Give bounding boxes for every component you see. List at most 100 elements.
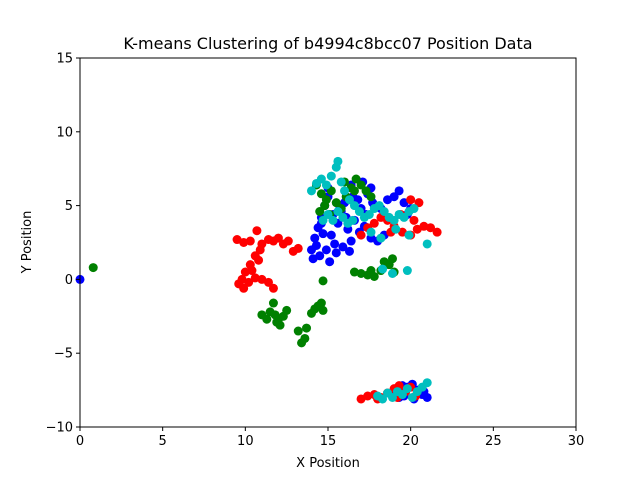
data-point bbox=[316, 298, 326, 308]
data-point bbox=[422, 378, 432, 388]
data-point bbox=[316, 174, 326, 184]
data-point bbox=[389, 215, 399, 225]
data-point bbox=[391, 224, 401, 234]
data-point bbox=[282, 305, 292, 315]
data-point bbox=[315, 207, 325, 216]
data-point bbox=[349, 201, 359, 211]
data-point bbox=[318, 215, 328, 225]
y-tick-label: −10 bbox=[46, 421, 73, 436]
series-3 bbox=[306, 156, 432, 404]
data-point bbox=[255, 245, 265, 255]
data-point bbox=[407, 392, 417, 402]
data-point bbox=[394, 186, 404, 196]
data-point bbox=[349, 186, 359, 196]
data-point bbox=[88, 263, 98, 273]
data-point bbox=[364, 209, 374, 219]
y-tick-label: 10 bbox=[56, 125, 73, 140]
data-point bbox=[252, 226, 262, 236]
y-axis-ticks: −10 −5 0 5 10 15 bbox=[46, 52, 80, 436]
x-tick-label: 25 bbox=[485, 434, 502, 449]
data-point bbox=[376, 233, 386, 243]
data-point bbox=[318, 276, 328, 286]
data-point bbox=[273, 233, 283, 243]
data-point bbox=[397, 390, 407, 400]
y-tick-label: 5 bbox=[65, 199, 73, 214]
data-point bbox=[338, 242, 348, 252]
data-point bbox=[366, 266, 376, 276]
data-point bbox=[331, 198, 341, 208]
data-point bbox=[315, 251, 325, 261]
data-point bbox=[344, 246, 354, 256]
data-point bbox=[349, 267, 359, 277]
data-point bbox=[262, 314, 272, 324]
data-point bbox=[254, 255, 264, 265]
x-axis-ticks: 0 5 10 15 20 25 30 bbox=[76, 427, 584, 449]
y-axis-label: Y Position bbox=[20, 211, 35, 275]
series-2 bbox=[88, 174, 399, 348]
data-point bbox=[354, 207, 364, 216]
data-point bbox=[326, 171, 336, 181]
data-point bbox=[356, 180, 366, 190]
data-point bbox=[247, 266, 257, 276]
data-point bbox=[406, 195, 416, 205]
data-point bbox=[348, 215, 358, 225]
data-point bbox=[366, 192, 376, 202]
data-point bbox=[366, 227, 376, 237]
data-point bbox=[351, 174, 361, 184]
data-point bbox=[268, 283, 278, 293]
data-point bbox=[318, 305, 328, 315]
y-tick-label: −5 bbox=[54, 347, 73, 362]
data-point bbox=[399, 212, 409, 222]
data-point bbox=[310, 233, 320, 243]
data-point bbox=[239, 283, 249, 293]
data-point bbox=[379, 207, 389, 216]
data-point bbox=[283, 236, 293, 246]
data-point bbox=[404, 230, 414, 240]
data-point bbox=[409, 204, 419, 214]
y-tick-label: 15 bbox=[56, 52, 73, 67]
data-point bbox=[402, 384, 412, 394]
data-point bbox=[331, 248, 341, 258]
data-point bbox=[389, 192, 399, 202]
data-point bbox=[311, 240, 321, 250]
x-tick-label: 10 bbox=[237, 434, 254, 449]
data-point bbox=[326, 186, 336, 196]
data-point bbox=[328, 215, 338, 225]
data-point bbox=[409, 215, 419, 225]
data-point bbox=[326, 230, 336, 240]
data-point bbox=[320, 201, 330, 211]
data-point bbox=[356, 230, 366, 240]
chart-title: K-means Clustering of b4994c8bcc07 Posit… bbox=[123, 34, 532, 53]
data-point bbox=[422, 239, 432, 249]
data-point bbox=[378, 264, 388, 274]
data-point bbox=[321, 245, 331, 255]
data-point bbox=[321, 180, 331, 190]
data-point bbox=[316, 189, 326, 199]
data-point bbox=[361, 186, 371, 196]
data-point bbox=[273, 314, 283, 324]
data-point bbox=[426, 223, 436, 233]
data-point bbox=[323, 209, 333, 219]
series-1 bbox=[232, 195, 442, 404]
x-tick-label: 30 bbox=[568, 434, 585, 449]
data-point bbox=[330, 239, 340, 249]
data-point bbox=[344, 195, 354, 205]
data-point bbox=[338, 212, 348, 222]
x-tick-label: 15 bbox=[320, 434, 337, 449]
x-tick-label: 0 bbox=[76, 434, 84, 449]
data-point bbox=[300, 333, 310, 343]
x-tick-label: 20 bbox=[402, 434, 419, 449]
data-point bbox=[333, 207, 343, 216]
data-point bbox=[325, 257, 335, 267]
data-point bbox=[245, 236, 255, 246]
data-point bbox=[336, 177, 346, 187]
data-point bbox=[378, 394, 388, 404]
data-point bbox=[333, 156, 343, 166]
data-point bbox=[387, 392, 397, 402]
data-point bbox=[268, 298, 278, 308]
data-points bbox=[75, 156, 442, 404]
y-tick-label: 0 bbox=[65, 273, 73, 288]
data-point bbox=[346, 236, 356, 246]
data-point bbox=[263, 277, 273, 287]
